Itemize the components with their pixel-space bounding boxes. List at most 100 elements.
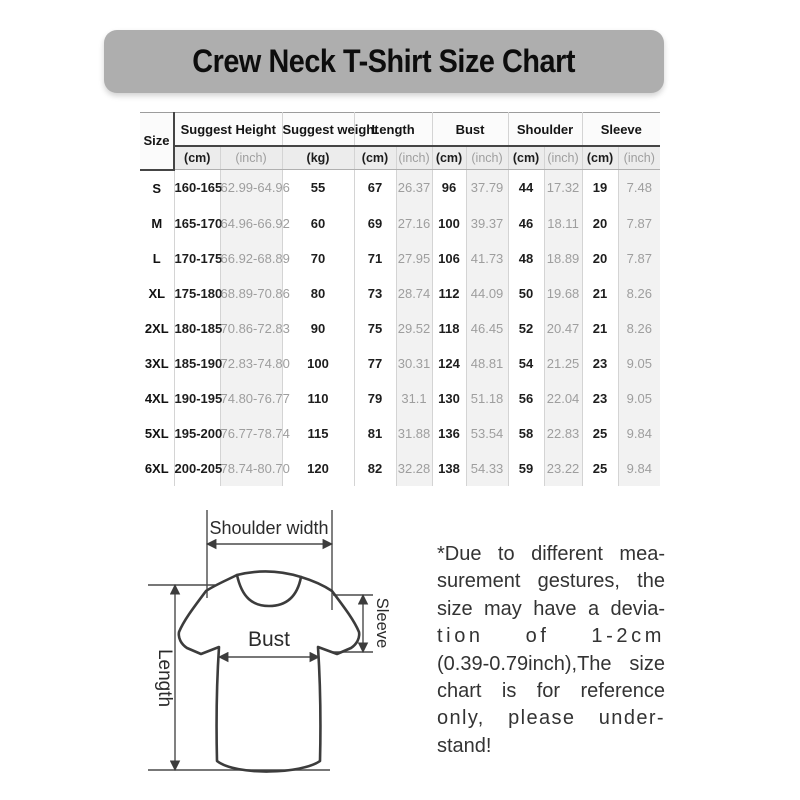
value-sleeve-inch: 7.87 (618, 240, 661, 276)
bust-label: Bust (248, 628, 290, 651)
sleeve-label: Sleeve (373, 598, 391, 648)
value-shoulder-inch: 22.04 (544, 380, 583, 416)
value-length-cm: 67 (354, 169, 397, 206)
value-sleeve-cm: 25 (582, 415, 619, 451)
note-line: tion of 1-2cm (437, 625, 665, 648)
value-height-cm: 175-180 (174, 275, 222, 311)
table-row: 2XL 180-185 70.86-72.83 90 75 29.52 118 … (140, 310, 661, 346)
size-label: L (140, 240, 175, 276)
value-bust-cm: 124 (432, 345, 467, 381)
value-length-cm: 73 (354, 275, 397, 311)
value-sleeve-cm: 23 (582, 345, 619, 381)
col-header-size: Size (140, 112, 175, 171)
value-weight-kg: 70 (282, 240, 355, 276)
value-bust-cm: 130 (432, 380, 467, 416)
value-shoulder-cm: 59 (508, 450, 545, 486)
value-weight-kg: 110 (282, 380, 355, 416)
col-header-suggest-height: Suggest Height (174, 112, 283, 147)
value-length-cm: 82 (354, 450, 397, 486)
col-header-shoulder: Shoulder (508, 112, 583, 147)
value-sleeve-cm: 25 (582, 450, 619, 486)
unit-height-inch: (inch) (220, 146, 283, 170)
col-header-suggest-weight: Suggest weight (282, 112, 379, 147)
value-bust-inch: 37.79 (466, 169, 509, 206)
note-line: only, please under- (437, 707, 665, 730)
value-bust-inch: 41.73 (466, 240, 509, 276)
value-height-cm: 190-195 (174, 380, 222, 416)
value-bust-cm: 138 (432, 450, 467, 486)
note-line: chart is for reference (437, 680, 665, 703)
table-row: L 170-175 66.92-68.89 70 71 27.95 106 41… (140, 240, 661, 276)
value-sleeve-inch: 9.05 (618, 345, 661, 381)
unit-length-cm: (cm) (354, 146, 397, 170)
value-bust-cm: 100 (432, 205, 467, 241)
value-sleeve-cm: 19 (582, 169, 619, 206)
value-sleeve-cm: 20 (582, 240, 619, 276)
value-height-inch: 78.74-80.70 (220, 450, 290, 486)
size-label: XL (140, 275, 175, 311)
value-shoulder-inch: 20.47 (544, 310, 583, 346)
value-shoulder-inch: 17.32 (544, 169, 583, 206)
tshirt-diagram: Shoulder width Bust Length Sleeve (148, 510, 391, 773)
value-bust-inch: 53.54 (466, 415, 509, 451)
value-length-inch: 29.52 (396, 310, 433, 346)
unit-shoulder-cm: (cm) (508, 146, 545, 170)
unit-bust-cm: (cm) (432, 146, 467, 170)
table-row: 5XL 195-200 76.77-78.74 115 81 31.88 136… (140, 415, 661, 451)
value-shoulder-inch: 18.11 (544, 205, 583, 241)
unit-weight-kg: (kg) (282, 146, 355, 170)
note-line: *Due to different mea- (437, 543, 665, 565)
value-weight-kg: 120 (282, 450, 355, 486)
unit-length-inch: (inch) (396, 146, 433, 170)
value-bust-inch: 39.37 (466, 205, 509, 241)
table-row: S 160-165 62.99-64.96 55 67 26.37 96 37.… (140, 169, 661, 206)
value-height-cm: 195-200 (174, 415, 222, 451)
table-row: XL 175-180 68.89-70.86 80 73 28.74 112 4… (140, 275, 661, 311)
size-label: 5XL (140, 415, 175, 451)
table-row: M 165-170 64.96-66.92 60 69 27.16 100 39… (140, 205, 661, 241)
value-sleeve-cm: 21 (582, 275, 619, 311)
value-bust-cm: 136 (432, 415, 467, 451)
value-sleeve-inch: 9.84 (618, 450, 661, 486)
note-line: surement gestures, the (437, 570, 665, 593)
value-bust-cm: 106 (432, 240, 467, 276)
unit-sleeve-inch: (inch) (618, 146, 661, 170)
value-shoulder-cm: 54 (508, 345, 545, 381)
page-title: Crew Neck T-Shirt Size Chart (192, 43, 576, 79)
value-weight-kg: 80 (282, 275, 355, 311)
unit-height-cm: (cm) (174, 146, 221, 170)
value-bust-cm: 118 (432, 310, 467, 346)
value-height-cm: 180-185 (174, 310, 222, 346)
shoulder-width-label: Shoulder width (209, 518, 328, 538)
value-length-inch: 30.31 (396, 345, 433, 381)
note-line: stand! (437, 734, 492, 757)
tshirt-collar-line (235, 570, 303, 579)
size-label: 3XL (140, 345, 175, 381)
value-weight-kg: 55 (282, 169, 355, 206)
value-height-cm: 185-190 (174, 345, 222, 381)
value-shoulder-inch: 23.22 (544, 450, 583, 486)
value-length-inch: 28.74 (396, 275, 433, 311)
note-line: size may have a devia- (437, 597, 665, 620)
value-height-inch: 72.83-74.80 (220, 345, 290, 381)
size-table: Size Suggest Height Suggest weight Lengt… (140, 112, 661, 486)
value-sleeve-cm: 23 (582, 380, 619, 416)
value-length-inch: 27.16 (396, 205, 433, 241)
value-sleeve-inch: 8.26 (618, 310, 661, 346)
value-length-inch: 26.37 (396, 169, 433, 206)
value-shoulder-cm: 48 (508, 240, 545, 276)
value-shoulder-cm: 52 (508, 310, 545, 346)
size-label: M (140, 205, 175, 241)
value-height-inch: 62.99-64.96 (220, 169, 290, 206)
col-header-bust: Bust (432, 112, 509, 147)
disclaimer-note: *Due to different mea- surement gestures… (437, 541, 665, 760)
value-shoulder-cm: 44 (508, 169, 545, 206)
value-length-cm: 71 (354, 240, 397, 276)
table-row: 3XL 185-190 72.83-74.80 100 77 30.31 124… (140, 345, 661, 381)
value-shoulder-inch: 22.83 (544, 415, 583, 451)
value-shoulder-inch: 19.68 (544, 275, 583, 311)
unit-sleeve-cm: (cm) (582, 146, 619, 170)
value-height-cm: 165-170 (174, 205, 222, 241)
size-label: 6XL (140, 450, 175, 486)
size-label: 2XL (140, 310, 175, 346)
